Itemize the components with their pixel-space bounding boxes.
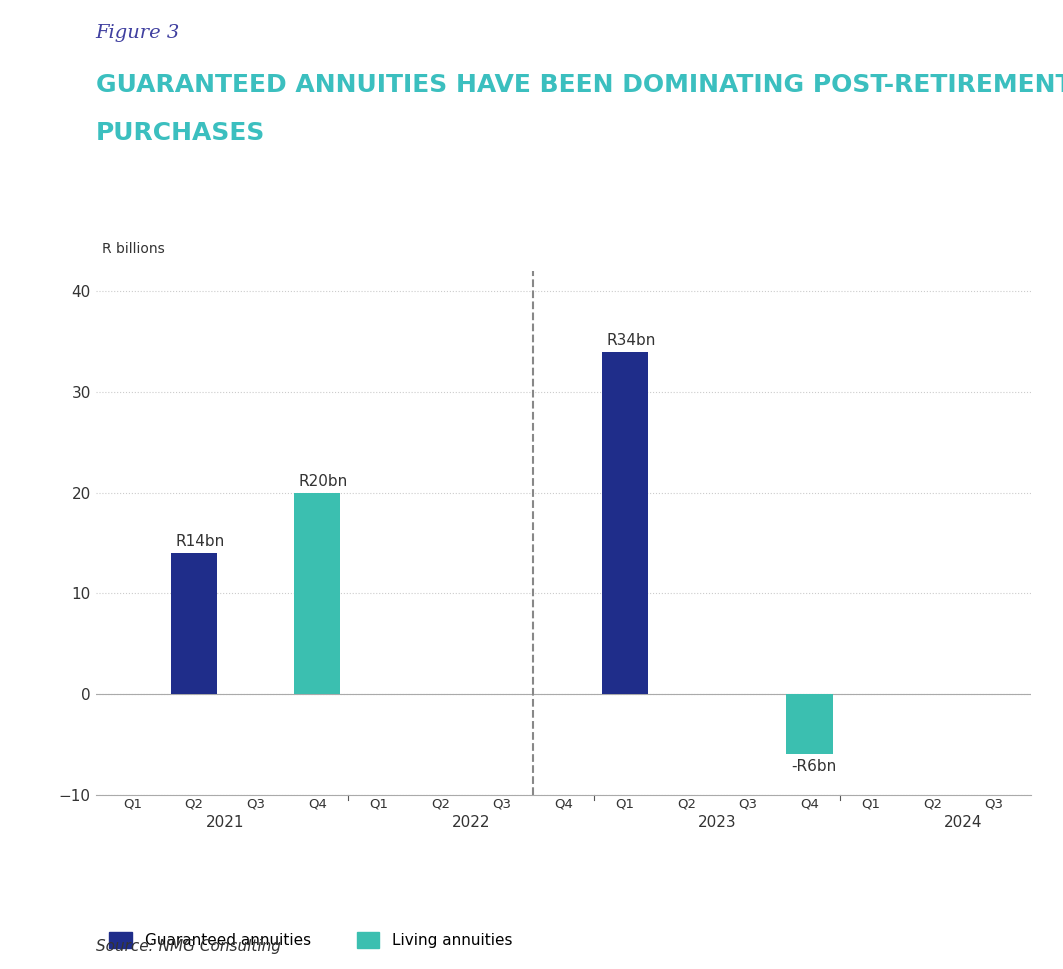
Text: R20bn: R20bn [299, 474, 348, 488]
Text: R14bn: R14bn [175, 534, 225, 549]
Text: R billions: R billions [102, 242, 165, 256]
Text: -R6bn: -R6bn [791, 760, 837, 774]
Text: GUARANTEED ANNUITIES HAVE BEEN DOMINATING POST-RETIREMENT: GUARANTEED ANNUITIES HAVE BEEN DOMINATIN… [96, 73, 1063, 97]
Bar [294, 492, 340, 694]
Legend: Guaranteed annuities, Living annuities: Guaranteed annuities, Living annuities [103, 926, 519, 954]
Text: 2022: 2022 [452, 815, 490, 829]
Text: Source: NMG Consulting: Source: NMG Consulting [96, 940, 281, 954]
Text: 2021: 2021 [205, 815, 244, 829]
Bar [171, 553, 217, 694]
Text: PURCHASES: PURCHASES [96, 121, 265, 145]
Bar [602, 352, 648, 694]
Text: Figure 3: Figure 3 [96, 24, 180, 43]
Bar [787, 694, 832, 754]
Text: 2023: 2023 [698, 815, 737, 829]
Text: R34bn: R34bn [607, 332, 656, 348]
Text: 2024: 2024 [944, 815, 982, 829]
